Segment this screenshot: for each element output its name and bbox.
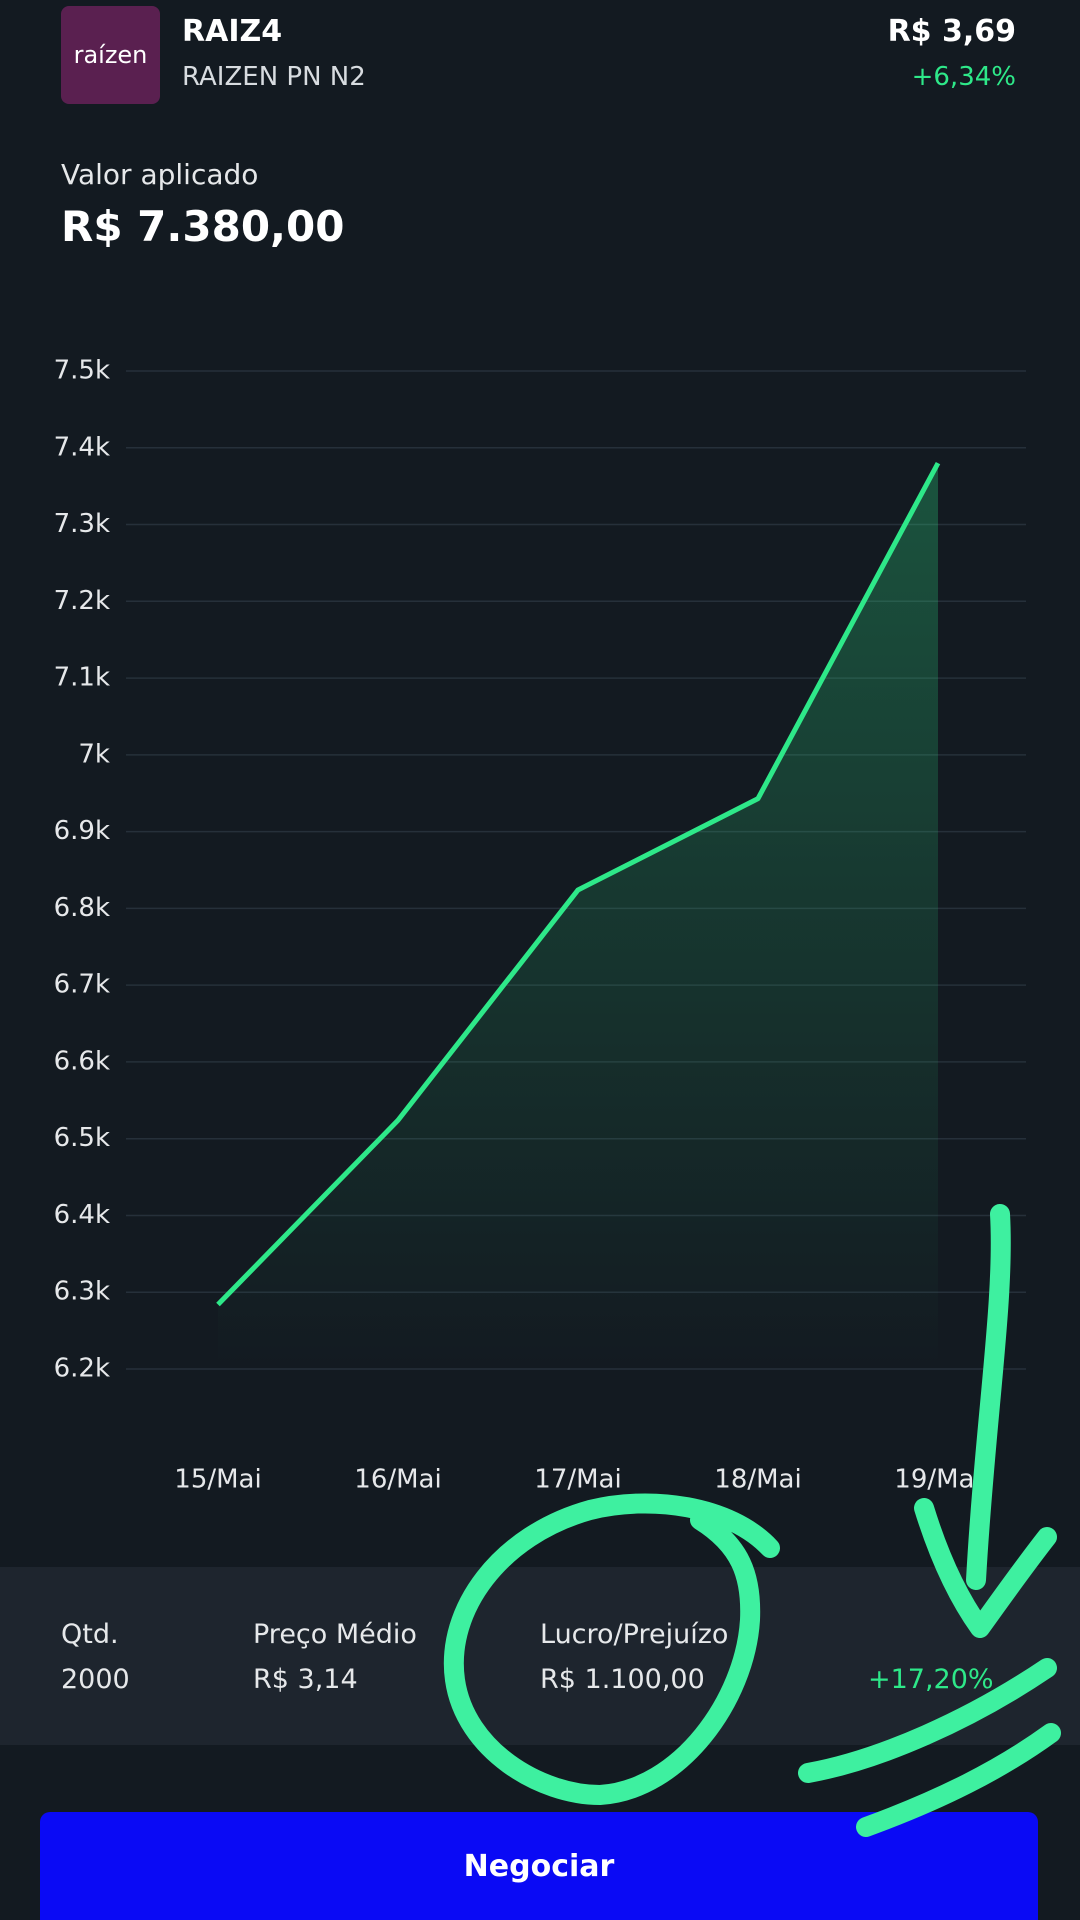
stat-value: R$ 1.100,00	[540, 1664, 705, 1695]
stats-panel: Qtd. 2000 Preço Médio R$ 3,14 Lucro/Prej…	[0, 1567, 1080, 1745]
chart: 6.2k 6.3k 6.4k 6.5k 6.6k 6.7k 6.8k 6.9k 7k 7.1k 7.…	[54, 356, 1026, 1495]
stat-label: Lucro/Prejuízo	[540, 1619, 729, 1650]
asset-name: RAIZEN PN N2	[182, 62, 366, 92]
stat-value: 2000	[61, 1664, 130, 1695]
x-tick-label: 17/Mai	[534, 1465, 621, 1495]
y-tick-label: 7.1k	[54, 663, 110, 693]
stat-value: R$ 3,14	[253, 1664, 358, 1695]
y-tick-label: 6.4k	[54, 1200, 110, 1230]
x-tick-label: 18/Mai	[714, 1465, 801, 1495]
price: R$ 3,69	[887, 14, 1016, 49]
y-tick-label: 6.9k	[54, 816, 110, 846]
line	[216, 461, 941, 1307]
y-tick-label: 6.8k	[54, 893, 110, 923]
y-tick-label: 7.3k	[54, 509, 110, 539]
summary-value: R$ 7.380,00	[61, 202, 345, 251]
logo: raízen	[61, 6, 160, 104]
trade-button[interactable]: Negociar	[40, 1812, 1038, 1920]
y-tick-label: 7.4k	[54, 432, 110, 462]
stat-label: Qtd.	[61, 1619, 119, 1650]
y-tick-label: 7k	[78, 739, 110, 769]
line-area	[218, 463, 938, 1370]
price-change: +6,34%	[911, 62, 1016, 92]
stat-percent: +17,20%	[868, 1664, 994, 1695]
y-tick-label: 6.7k	[54, 970, 110, 1000]
y-tick-label: 6.2k	[54, 1354, 110, 1384]
x-tick-label: 16/Mai	[354, 1465, 441, 1495]
ticker: RAIZ4	[182, 14, 283, 49]
y-tick-label: 6.6k	[54, 1046, 110, 1076]
summary-label: Valor aplicado	[61, 158, 259, 191]
y-tick-label: 7.5k	[54, 356, 110, 386]
x-tick-label: 15/Mai	[174, 1465, 261, 1495]
y-tick-label: 6.3k	[54, 1277, 110, 1307]
y-tick-label: 7.2k	[54, 586, 110, 616]
x-tick-label: 19/Mai	[894, 1465, 981, 1495]
y-tick-label: 6.5k	[54, 1123, 110, 1153]
stat-label: Preço Médio	[253, 1619, 417, 1650]
